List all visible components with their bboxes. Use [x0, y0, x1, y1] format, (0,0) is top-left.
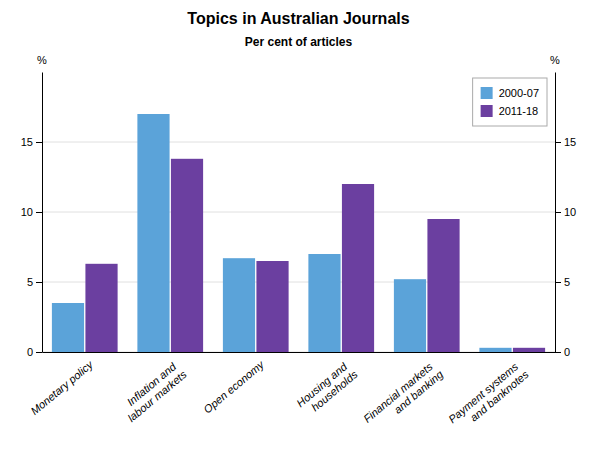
- bar: [479, 348, 511, 352]
- y-axis: 0 5 10 15: [21, 73, 43, 359]
- y-tick: 10: [21, 206, 42, 218]
- grid-line: [42, 212, 555, 213]
- x-tick-label: Monetary policy: [28, 357, 96, 417]
- legend-item: 2011-18: [481, 105, 539, 117]
- y2-tick-mark: [555, 352, 561, 353]
- y2-tick-mark: [555, 142, 561, 143]
- bar: [171, 159, 203, 352]
- y2-tick-label: 10: [564, 206, 576, 218]
- bar-series: [85, 159, 545, 352]
- y-tick-mark: [36, 212, 42, 213]
- x-tick: Housing and households: [294, 358, 360, 419]
- y-tick: 5: [27, 276, 42, 288]
- x-tick-label: Housing and households: [294, 358, 360, 419]
- x-tick: Inflation and labour markets: [117, 358, 189, 424]
- bar: [394, 279, 426, 352]
- y2-tick-label: 5: [564, 276, 570, 288]
- y2-tick: 0: [555, 346, 570, 358]
- y-tick-label: 0: [27, 346, 33, 358]
- y-tick-mark: [36, 352, 42, 353]
- bar: [308, 254, 340, 352]
- x-axis-line: [43, 352, 556, 353]
- grid-line: [42, 142, 555, 143]
- legend-label: 2000-07: [499, 87, 539, 99]
- grid: [42, 142, 555, 352]
- legend-frame: [473, 78, 547, 126]
- y-tick: 15: [21, 136, 42, 148]
- x-tick: Financial markets and banking: [361, 358, 446, 435]
- x-tick-label: Open economy: [201, 357, 267, 415]
- legend-label: 2011-18: [499, 105, 539, 117]
- y-axis-line: [42, 73, 43, 353]
- chart-container: Topics in Australian Journals Per cent of…: [0, 0, 597, 470]
- y2-tick: 10: [555, 206, 576, 218]
- y2-axis-label: %: [550, 54, 560, 66]
- bar: [223, 258, 255, 352]
- bar: [137, 114, 169, 352]
- bar: [52, 303, 84, 352]
- grid-line: [42, 352, 555, 353]
- legend-item: 2000-07: [481, 87, 539, 99]
- y-tick-label: 10: [21, 206, 33, 218]
- x-tick: Open economy: [201, 357, 267, 415]
- bar: [256, 261, 288, 352]
- y-tick: 0: [27, 346, 42, 358]
- chart: Topics in Australian Journals Per cent of…: [0, 0, 597, 470]
- bar: [85, 264, 117, 352]
- y2-tick-label: 15: [564, 136, 576, 148]
- x-tick-label: Financial markets and banking: [361, 358, 446, 435]
- bar-series: [52, 114, 512, 352]
- bar: [342, 184, 374, 352]
- x-axis: Monetary policy Inflation and labour mark…: [28, 353, 555, 435]
- y-tick-mark: [36, 282, 42, 283]
- legend: 2000-07 2011-18: [473, 78, 547, 126]
- x-tick: Payment systems and banknotes: [446, 358, 531, 435]
- y2-axis: 0 5 10 15: [555, 73, 576, 359]
- x-tick-label: Inflation and labour markets: [117, 358, 189, 424]
- y2-tick-mark: [555, 212, 561, 213]
- x-tick: Monetary policy: [28, 357, 96, 417]
- y2-tick-mark: [555, 282, 561, 283]
- title: Topics in Australian Journals: [187, 10, 409, 27]
- bar: [513, 348, 545, 352]
- subtitle: Per cent of articles: [245, 35, 353, 49]
- y-tick-mark: [36, 142, 42, 143]
- grid-line: [42, 282, 555, 283]
- legend-swatch: [481, 105, 493, 117]
- y2-tick-label: 0: [564, 346, 570, 358]
- y-tick-label: 15: [21, 136, 33, 148]
- x-tick-label: Payment systems and banknotes: [446, 358, 531, 435]
- legend-swatch: [481, 87, 493, 99]
- bars: [52, 114, 545, 352]
- y2-tick: 5: [555, 276, 570, 288]
- y2-tick: 15: [555, 136, 576, 148]
- bar: [427, 219, 459, 352]
- y-axis-label: %: [37, 54, 47, 66]
- y-tick-label: 5: [27, 276, 33, 288]
